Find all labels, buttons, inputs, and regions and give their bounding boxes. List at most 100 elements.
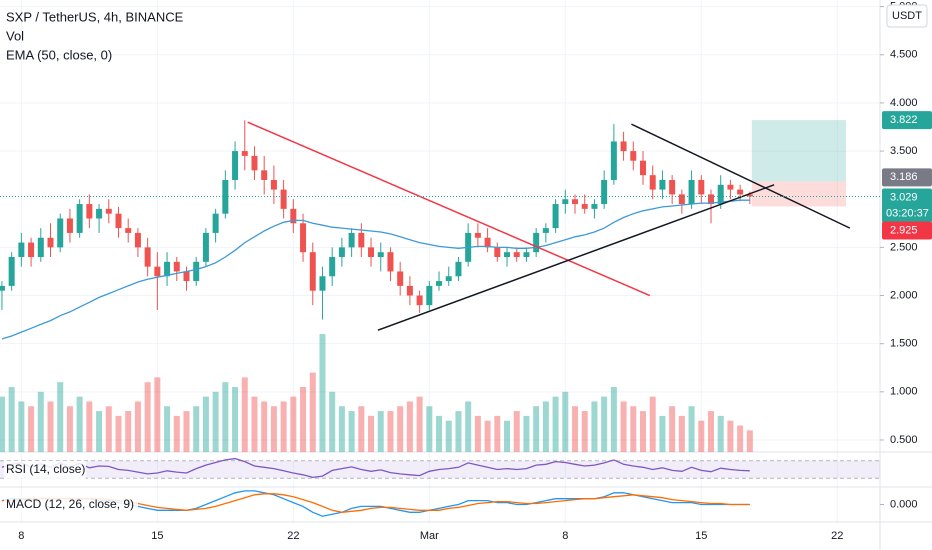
stop-label-box: [882, 221, 932, 240]
price-pane: [0, 120, 880, 517]
volume-bar: [533, 406, 540, 452]
candle-body: [737, 189, 744, 195]
candle-body: [688, 179, 695, 205]
candle-body: [309, 252, 316, 291]
volume-bar: [57, 382, 64, 452]
candle-body: [746, 194, 753, 197]
x-tick-label: 15: [695, 530, 707, 542]
candle-body: [193, 261, 200, 282]
candle-body: [251, 155, 258, 171]
volume-bar: [436, 415, 443, 452]
last-price-label-box: [882, 188, 932, 223]
volume-bar: [300, 387, 307, 452]
volume-bar: [717, 415, 724, 452]
volume-bar: [698, 420, 705, 452]
volume-bar: [620, 401, 627, 452]
volume-bar: [348, 411, 355, 452]
candle-body: [707, 194, 714, 205]
x-tick-label: 22: [287, 530, 299, 542]
candle-body: [300, 223, 307, 253]
candle-body: [125, 228, 132, 233]
candle-body: [523, 252, 530, 258]
volume-bar: [0, 396, 5, 452]
x-tick-label: 8: [18, 530, 24, 542]
label-bg: [4, 461, 86, 479]
candle-body: [484, 237, 491, 248]
candle-body: [601, 179, 608, 205]
candle-body: [270, 179, 277, 190]
x-tick-label: 8: [562, 530, 568, 542]
volume-bar: [426, 406, 433, 452]
volume-bar: [66, 406, 73, 452]
volume-bar: [591, 401, 598, 452]
candle-body: [0, 285, 5, 291]
currency-label[interactable]: USDT: [892, 10, 922, 22]
volume-bar: [552, 396, 559, 452]
volume-bar: [746, 430, 753, 452]
candle-body: [698, 179, 705, 195]
candle-body: [494, 247, 501, 258]
candle-body: [368, 247, 375, 258]
y-tick-label: 3.500: [890, 145, 918, 157]
axes: 81522Mar815225.0004.5004.0003.5002.5002.…: [4, 1, 932, 542]
candle-body: [28, 242, 35, 258]
candle-body: [154, 266, 161, 277]
volume-bar: [678, 415, 685, 452]
volume-bar: [513, 411, 520, 452]
volume-bar: [319, 334, 326, 452]
trend-line: [377, 184, 775, 331]
candle-body: [47, 237, 54, 248]
x-tick-label: 22: [831, 530, 843, 542]
volume-bar: [572, 406, 579, 452]
y-tick-label: 2.500: [890, 241, 918, 253]
candle-body: [212, 213, 219, 233]
volume-bar: [445, 420, 452, 452]
candle-body: [630, 151, 637, 161]
x-tick-label: Mar: [420, 530, 439, 542]
candle-body: [144, 247, 151, 267]
candle-body: [202, 232, 209, 262]
volume-bar: [251, 396, 258, 452]
y-tick-label: 2.000: [890, 289, 918, 301]
volume-bar: [47, 401, 54, 452]
volume-bar: [455, 411, 462, 452]
target-label-box: [882, 111, 932, 130]
chart-title: SXP / TetherUS, 4h, BINANCE: [6, 9, 184, 24]
y-tick-label: 0.500: [890, 434, 918, 446]
volume-bar: [86, 401, 93, 452]
countdown: 03:20:37: [886, 207, 929, 219]
volume-bar: [474, 415, 481, 452]
candle-body: [513, 252, 520, 258]
candle-body: [533, 232, 540, 253]
macd-tick-label: 0.000: [890, 498, 918, 510]
volume-label: Vol: [6, 28, 24, 43]
volume-bar: [202, 396, 209, 452]
candle-body: [610, 141, 617, 180]
volume-bar: [212, 391, 219, 452]
volume-bar: [368, 415, 375, 452]
candle-body: [280, 189, 287, 209]
candle-body: [552, 204, 559, 229]
volume-bar: [8, 387, 15, 452]
currency-badge[interactable]: [886, 4, 928, 28]
candle-body: [37, 237, 44, 258]
volume-bar: [329, 391, 336, 452]
ema-line: [1, 199, 750, 340]
label-bg: [4, 496, 138, 514]
volume-bar: [707, 411, 714, 452]
candle-body: [86, 204, 93, 219]
candle-body: [659, 179, 666, 190]
volume-bar: [37, 391, 44, 452]
volume-bar: [96, 411, 103, 452]
entry-label: 3.186: [890, 171, 918, 183]
volume-bar: [173, 415, 180, 452]
stop-label: 2.925: [890, 224, 918, 236]
volume-bar: [494, 415, 501, 452]
volume-bar: [581, 411, 588, 452]
candle-body: [717, 184, 724, 205]
y-tick-label: 1.500: [890, 338, 918, 350]
volume-bar: [154, 377, 161, 452]
volume-bar: [270, 406, 277, 452]
candle-body: [669, 179, 676, 195]
